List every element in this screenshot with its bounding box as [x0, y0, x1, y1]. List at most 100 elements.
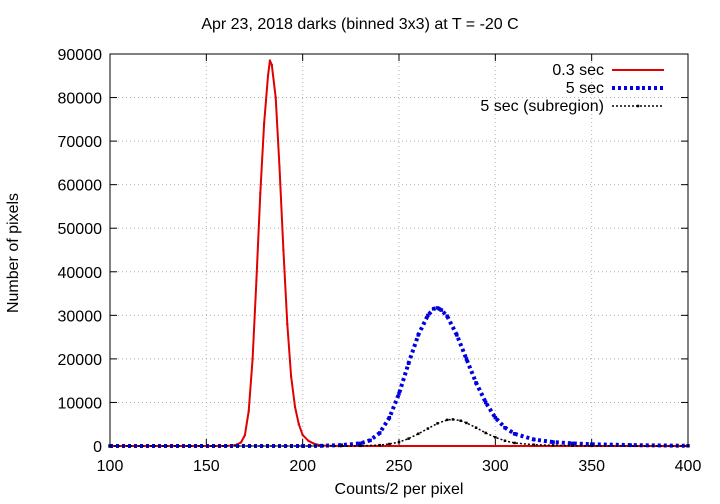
data-point: [359, 444, 362, 448]
x-tick-label: 400: [675, 458, 702, 475]
series-line-2: [110, 418, 689, 447]
data-point: [628, 443, 632, 447]
data-point: [474, 381, 478, 385]
data-point: [570, 441, 575, 446]
legend-marker: [637, 69, 639, 71]
data-point: [417, 432, 420, 436]
y-tick-label: 20000: [58, 352, 103, 369]
data-point: [297, 423, 300, 426]
data-point: [483, 400, 488, 405]
legend-label: 5 sec: [566, 80, 604, 97]
data-point: [388, 442, 391, 446]
data-point: [451, 418, 455, 421]
data-point: [439, 308, 444, 312]
data-point: [108, 444, 112, 448]
data-point: [358, 441, 363, 446]
data-point: [387, 415, 392, 420]
legend-marker: [636, 104, 640, 108]
data-point: [435, 306, 440, 310]
data-point: [320, 444, 324, 448]
data-point: [445, 418, 449, 422]
data-point: [503, 425, 507, 430]
y-tick-label: 30000: [58, 308, 103, 325]
data-point: [268, 59, 271, 62]
legend-marker: [636, 86, 640, 90]
data-point: [590, 444, 593, 448]
y-tick-label: 60000: [58, 178, 103, 195]
data-point: [532, 437, 536, 442]
y-tick-label: 50000: [58, 221, 103, 238]
data-point: [532, 443, 536, 446]
data-point: [286, 323, 289, 326]
data-point: [426, 427, 430, 430]
data-point: [513, 441, 516, 445]
data-point: [377, 431, 382, 435]
data-point: [494, 445, 497, 447]
data-point: [274, 96, 277, 99]
data-point: [445, 314, 449, 318]
data-point: [397, 440, 401, 444]
data-point: [464, 357, 469, 361]
data-point: [307, 439, 310, 442]
data-point: [247, 410, 250, 413]
x-tick-label: 100: [97, 458, 124, 475]
data-point: [416, 333, 421, 337]
data-point: [339, 444, 343, 448]
y-tick-label: 0: [93, 439, 102, 456]
data-point: [368, 438, 372, 443]
data-point: [234, 444, 237, 447]
data-point: [494, 436, 497, 439]
x-tick-label: 300: [482, 458, 509, 475]
data-point: [484, 431, 487, 435]
data-point: [255, 279, 258, 282]
data-point: [406, 361, 411, 365]
y-tick-label: 90000: [58, 47, 103, 64]
data-point: [407, 437, 410, 440]
data-point: [459, 419, 462, 422]
x-tick-label: 250: [386, 458, 413, 475]
series-line-1: [110, 305, 689, 448]
data-point: [431, 307, 436, 311]
data-point: [278, 166, 281, 169]
data-point: [512, 432, 517, 436]
legend-label: 5 sec (subregion): [480, 98, 604, 115]
data-point: [686, 444, 690, 448]
y-tick-label: 80000: [58, 91, 103, 108]
x-tick-label: 350: [578, 458, 605, 475]
data-point: [465, 421, 468, 425]
y-tick-label: 70000: [58, 134, 103, 151]
data-point: [240, 441, 243, 444]
data-point: [397, 391, 401, 396]
data-point: [266, 74, 269, 77]
data-point: [378, 443, 381, 447]
data-point: [551, 440, 555, 444]
y-tick-label: 10000: [58, 395, 103, 412]
y-axis-label: Number of pixels: [5, 192, 22, 314]
data-point: [436, 422, 439, 425]
data-point: [282, 249, 285, 251]
data-point: [290, 375, 293, 378]
data-point: [270, 63, 273, 66]
data-point: [313, 442, 316, 445]
data-point: [493, 415, 498, 420]
data-point: [293, 405, 296, 408]
data-point: [455, 333, 459, 337]
data-point: [263, 122, 266, 125]
data-point: [589, 442, 594, 447]
data-point: [251, 357, 254, 360]
data-point: [571, 444, 574, 447]
data-point: [426, 313, 430, 318]
x-tick-label: 150: [193, 458, 220, 475]
chart-title: Apr 23, 2018 darks (binned 3x3) at T = -…: [201, 16, 519, 33]
x-axis-label: Counts/2 per pixel: [334, 481, 464, 498]
data-point: [301, 434, 304, 437]
x-tick-label: 200: [289, 458, 316, 475]
data-point: [259, 192, 262, 195]
data-point: [243, 434, 246, 437]
legend-label: 0.3 sec: [552, 62, 604, 79]
data-point: [503, 439, 507, 443]
data-point: [398, 445, 400, 447]
y-tick-label: 40000: [58, 265, 103, 282]
data-point: [551, 444, 555, 447]
